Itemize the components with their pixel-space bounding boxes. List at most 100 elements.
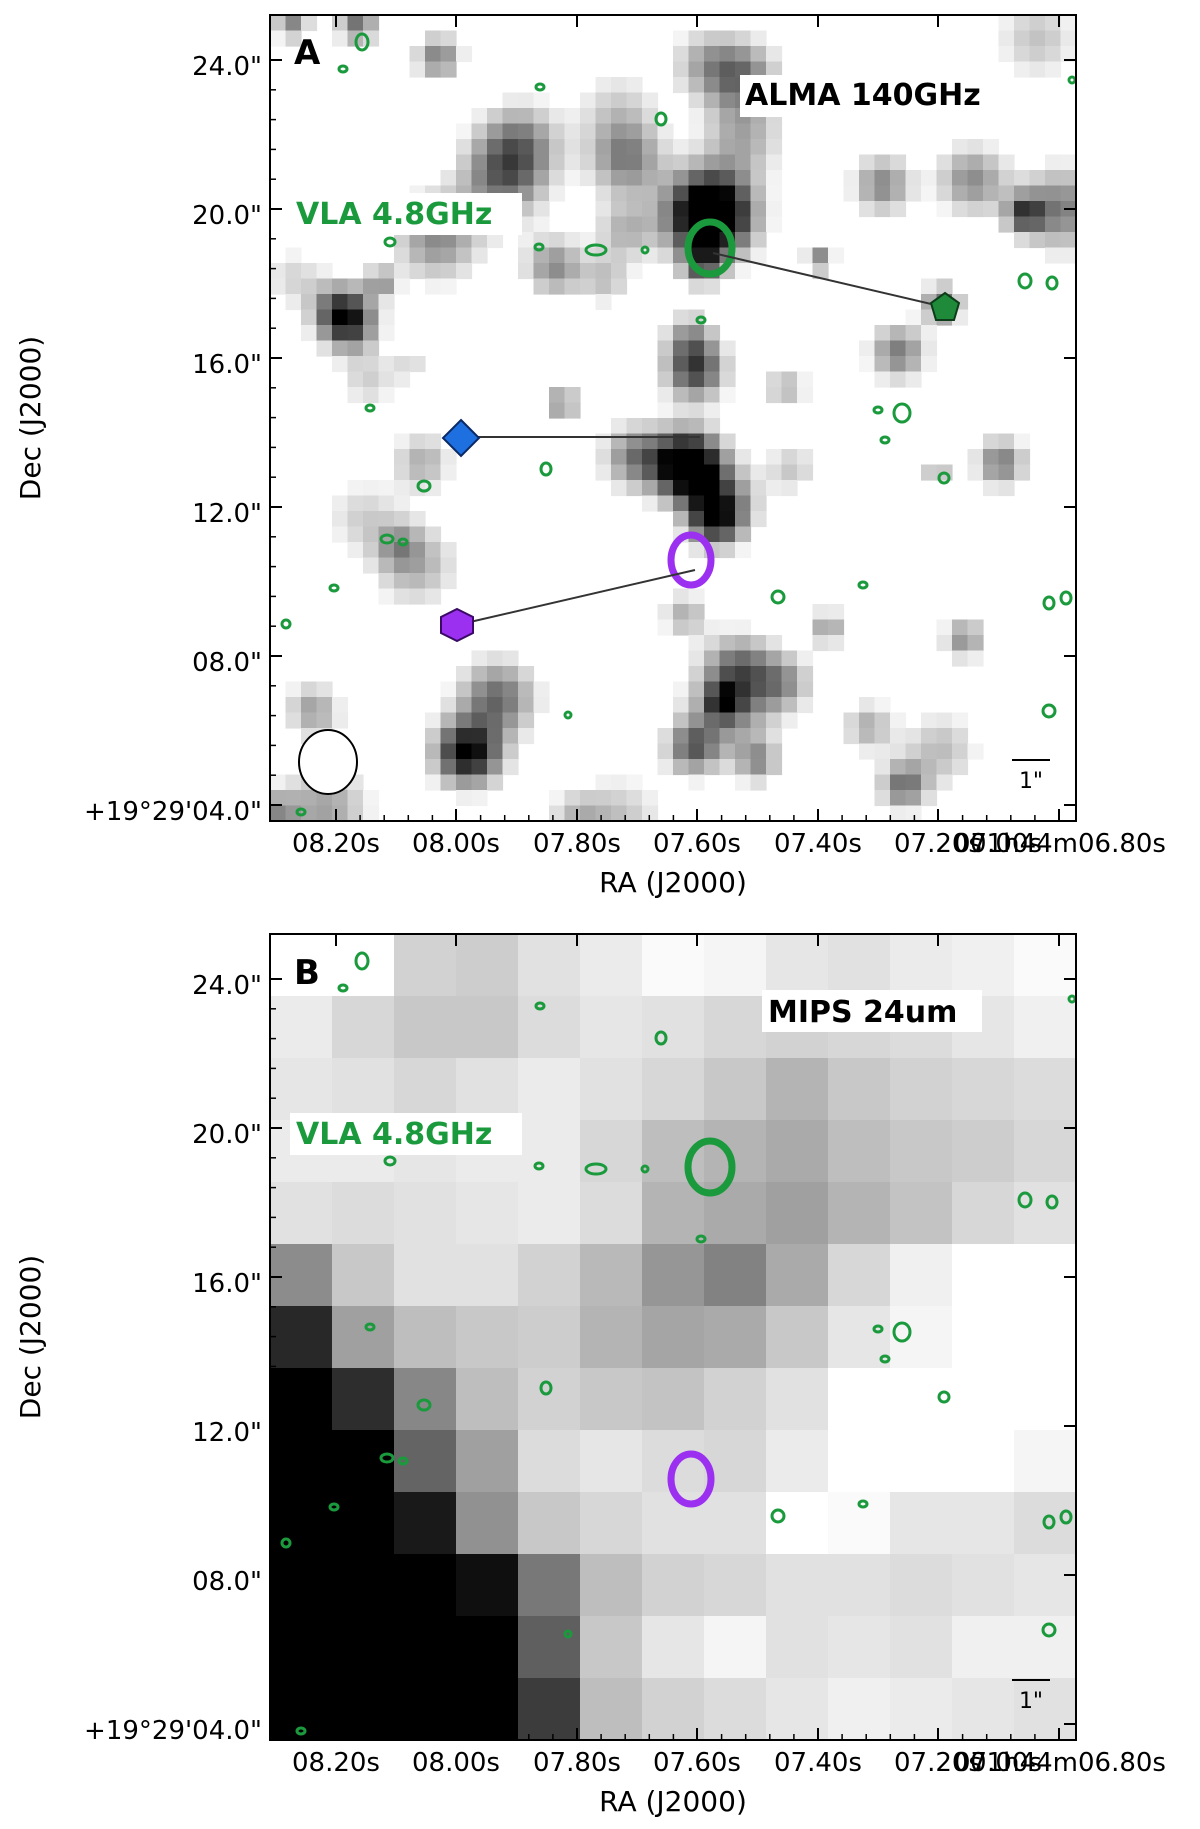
image-pixel (270, 1182, 333, 1245)
image-pixel (657, 216, 674, 233)
image-pixel (456, 728, 473, 745)
image-pixel (704, 1492, 767, 1555)
image-pixel (456, 1244, 519, 1307)
image-pixel (595, 185, 612, 202)
image-pixel (409, 526, 426, 543)
image-pixel (456, 790, 473, 807)
image-pixel (719, 697, 736, 714)
image-pixel (363, 805, 380, 821)
image-pixel (983, 139, 1000, 156)
image-pixel (952, 1182, 1015, 1245)
image-pixel (378, 573, 395, 590)
image-pixel (673, 712, 690, 729)
image-pixel (983, 201, 1000, 218)
image-pixel (580, 1182, 643, 1245)
image-pixel (626, 790, 643, 807)
image-pixel (890, 185, 907, 202)
image-pixel (719, 511, 736, 528)
ra-tick-label: 07.00s (954, 1748, 1042, 1778)
image-pixel (766, 1058, 829, 1121)
image-pixel (394, 511, 411, 528)
image-pixel (673, 356, 690, 373)
image-pixel (394, 573, 411, 590)
image-pixel (440, 759, 457, 776)
image-pixel (595, 449, 612, 466)
image-pixel (595, 92, 612, 109)
image-pixel (301, 697, 318, 714)
image-pixel (471, 759, 488, 776)
image-pixel (719, 433, 736, 450)
purple-source-contour (667, 531, 715, 589)
image-pixel (549, 790, 566, 807)
image-pixel (936, 774, 953, 791)
image-pixel (704, 697, 721, 714)
image-pixel (704, 1306, 767, 1369)
image-pixel (626, 108, 643, 125)
image-pixel (347, 278, 364, 295)
image-pixel (580, 1492, 643, 1555)
image-pixel (704, 77, 721, 94)
image-pixel (673, 588, 690, 605)
image-pixel (456, 681, 473, 698)
dec-tick-label: +19°29'04.0" (84, 797, 262, 827)
vla-contour (328, 583, 340, 593)
image-pixel (626, 92, 643, 109)
image-pixel (580, 934, 643, 997)
image-pixel (688, 588, 705, 605)
image-pixel (735, 201, 752, 218)
image-pixel (998, 464, 1015, 481)
image-pixel (1014, 30, 1031, 47)
image-pixel (1014, 216, 1031, 233)
image-pixel (611, 433, 628, 450)
dec-tick-label: 24.0" (192, 971, 262, 1001)
image-pixel (347, 805, 364, 821)
dec-tick-label: 24.0" (192, 52, 262, 82)
image-pixel (564, 402, 581, 419)
image-pixel (843, 712, 860, 729)
image-pixel (626, 464, 643, 481)
vla-contour (937, 1390, 951, 1404)
panel-b: 1" B MIPS 24um VLA 4.8GHz +19°29'04.0" 0… (14, 933, 1166, 1818)
image-pixel (533, 681, 550, 698)
image-pixel (332, 340, 349, 357)
image-pixel (843, 728, 860, 745)
vla-contours-a (280, 32, 1076, 817)
image-pixel (378, 263, 395, 280)
image-pixel (704, 934, 767, 997)
image-pixel (735, 743, 752, 760)
image-pixel (704, 356, 721, 373)
image-pixel (921, 356, 938, 373)
image-pixel (270, 996, 333, 1059)
image-pixel (766, 1120, 829, 1183)
image-pixel (456, 996, 519, 1059)
image-pixel (456, 1182, 519, 1245)
image-pixel (673, 604, 690, 621)
image-pixel (409, 232, 426, 249)
image-pixel (704, 247, 721, 264)
image-pixel (1014, 449, 1031, 466)
image-pixel (735, 759, 752, 776)
ra-tick-label: 07.60s (653, 829, 741, 859)
image-pixel (1014, 1368, 1076, 1431)
image-pixel (921, 340, 938, 357)
image-pixel (316, 697, 333, 714)
image-pixel (890, 1058, 953, 1121)
image-pixel (301, 712, 318, 729)
image-pixel (967, 154, 984, 171)
image-pixel (874, 759, 891, 776)
image-pixel (440, 573, 457, 590)
image-pixel (518, 1368, 581, 1431)
image-pixel (952, 1678, 1015, 1740)
image-pixel (332, 511, 349, 528)
image-pixel (936, 635, 953, 652)
image-pixel (657, 123, 674, 140)
image-pixel (890, 728, 907, 745)
ra-tick-label: 08.00s (412, 829, 500, 859)
image-pixel (394, 996, 457, 1059)
image-pixel (688, 681, 705, 698)
image-pixel (580, 170, 597, 187)
ra-tick-label: 07.80s (533, 829, 621, 859)
image-pixel (270, 1244, 333, 1307)
image-pixel (688, 108, 705, 125)
image-pixel (657, 371, 674, 388)
